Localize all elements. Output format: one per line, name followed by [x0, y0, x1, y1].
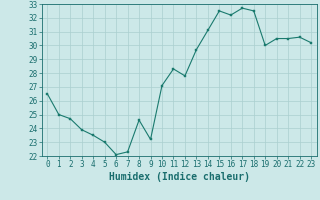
X-axis label: Humidex (Indice chaleur): Humidex (Indice chaleur)	[109, 172, 250, 182]
